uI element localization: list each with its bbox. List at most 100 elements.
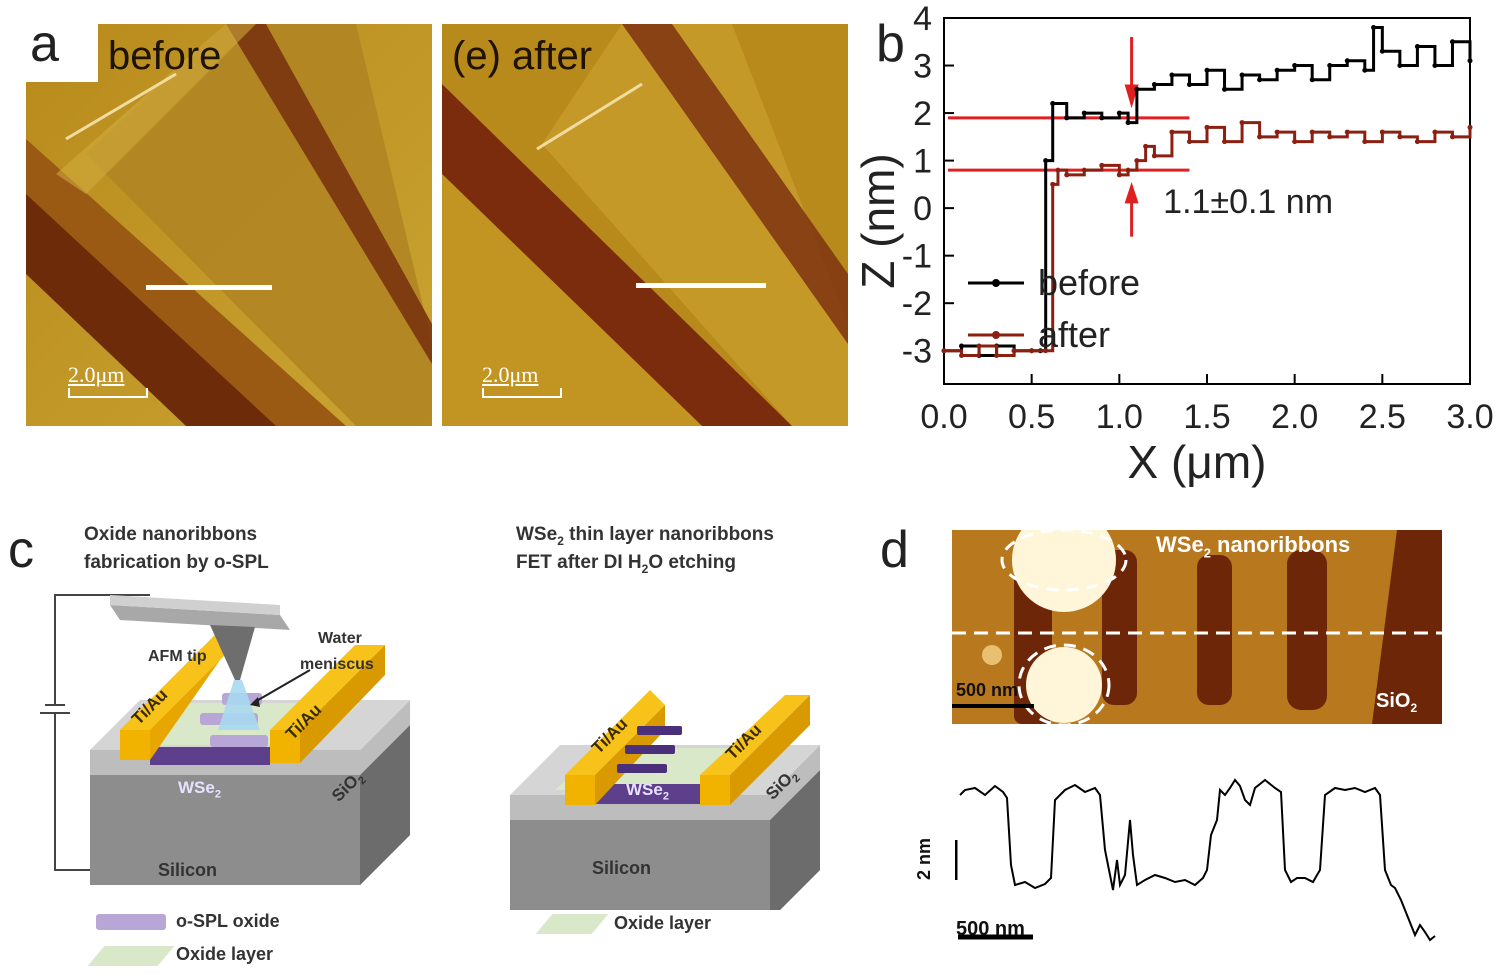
- y-tick-label: -1: [902, 238, 932, 276]
- series-point-before: [1050, 101, 1056, 107]
- series-point-before: [1134, 86, 1140, 92]
- series-point-before: [1064, 115, 1070, 121]
- panel-label-d: d: [880, 521, 909, 579]
- series-point-before: [1414, 44, 1420, 50]
- series-point-after: [941, 348, 947, 354]
- legend-marker-after: [992, 331, 1000, 339]
- profile-line-after: [636, 283, 766, 288]
- nanoribbons-title: WSe2 nanoribbons: [1156, 532, 1350, 560]
- series-point-after: [1169, 129, 1175, 135]
- afm-before-title: before: [108, 34, 222, 78]
- right-title-line2: FET after DI H2O etching: [516, 552, 736, 576]
- legend-ospl-swatch: [96, 914, 166, 930]
- right-title2-sub: 2: [641, 561, 649, 576]
- series-point-before: [1467, 58, 1473, 64]
- x-tick-label: 2.5: [1359, 398, 1406, 436]
- series-point-after: [1414, 139, 1420, 145]
- y-tick-label: 3: [913, 48, 932, 86]
- series-point-after: [1011, 348, 1017, 354]
- series-point-before: [1257, 77, 1263, 83]
- profile-hscale-label: 500 nm: [956, 918, 1025, 940]
- series-point-before: [1204, 67, 1210, 73]
- series-point-after: [1222, 139, 1228, 145]
- series-point-after: [1362, 139, 1368, 145]
- arrow-up-head: [1124, 181, 1139, 204]
- legend-oxide-label-right: Oxide layer: [614, 913, 712, 933]
- series-point-before: [1397, 63, 1403, 69]
- series-point-after: [1379, 129, 1385, 135]
- series-point-before: [1151, 82, 1157, 88]
- silicon-label-left: Silicon: [158, 860, 218, 880]
- legend-oxide-swatch: [87, 946, 175, 966]
- series-point-before: [1362, 67, 1368, 73]
- series-point-before: [1379, 48, 1385, 54]
- meniscus-label: meniscus: [300, 656, 374, 673]
- series-point-after: [1449, 134, 1455, 140]
- series-point-before: [1292, 63, 1298, 69]
- afm-d-sio2-sub: 2: [1410, 701, 1418, 715]
- x-tick-label: 2.0: [1271, 398, 1318, 436]
- wse2-label-left: WSe2: [178, 778, 221, 800]
- series-point-after: [1029, 348, 1035, 354]
- series-point-after: [1239, 120, 1245, 126]
- series-point-before: [1371, 25, 1377, 31]
- legend-oxide-label: Oxide layer: [176, 944, 274, 964]
- series-point-before: [1099, 115, 1105, 121]
- series-point-after: [1151, 153, 1157, 159]
- wse2-left-sub: 2: [214, 788, 221, 801]
- series-point-after: [1327, 134, 1333, 140]
- height-profile-chart: 0.0 0.5 1.0 1.5 2.0 2.5 3.0 -3 -2 -1 0 1 2 3 4 X (μm) Z …: [860, 0, 1494, 488]
- right-title2-pre: FET after DI H: [516, 552, 642, 573]
- right-title-rest: thin layer nanoribbons: [563, 524, 774, 545]
- legend-label-before: before: [1038, 262, 1140, 303]
- y-axis-label: Z (nm): [860, 153, 904, 288]
- series-point-after: [1397, 134, 1403, 140]
- x-tick-label: 1.0: [1096, 398, 1143, 436]
- x-tick-label: 1.5: [1183, 398, 1230, 436]
- series-point-after: [1099, 162, 1105, 168]
- afm-after-title: (e) after: [452, 34, 593, 78]
- wse2-right-sub: 2: [662, 790, 669, 803]
- series-point-before: [1344, 58, 1350, 64]
- series-point-after: [1116, 172, 1122, 178]
- etched-device-schematic: [510, 690, 820, 910]
- y-tick-label: 1: [913, 143, 932, 181]
- series-point-after: [976, 343, 982, 349]
- series-point-before: [1116, 110, 1122, 116]
- panel-label-c: c: [8, 521, 34, 579]
- series-point-before: [1449, 39, 1455, 45]
- series-line-after: [944, 121, 1472, 357]
- profile-line-before: [146, 285, 272, 290]
- series-point-after: [1125, 167, 1131, 173]
- wse2-right-text: WSe: [626, 780, 663, 799]
- series-point-after: [1050, 181, 1056, 187]
- series-point-after: [1344, 129, 1350, 135]
- step-height-annotation: 1.1±0.1 nm: [1163, 183, 1333, 221]
- afm-d-sio2-label: SiO2: [1376, 690, 1417, 715]
- series-point-after: [1309, 129, 1315, 135]
- series-point-after: [1274, 129, 1280, 135]
- scale-bar-after: [482, 388, 562, 398]
- scale-bar-label-before: 2.0μm: [68, 362, 125, 387]
- afm-d-sio2-text: SiO: [1376, 690, 1411, 712]
- legend-ospl-label: o-SPL oxide: [176, 911, 280, 931]
- series-point-after: [994, 352, 1000, 358]
- series-point-after: [1081, 167, 1087, 173]
- panel-label-b: b: [876, 15, 905, 73]
- y-tick-label: 2: [913, 95, 932, 133]
- x-tick-label: 0.0: [920, 398, 967, 436]
- nanoribbon-height-profile: [955, 778, 1436, 942]
- series-point-after: [959, 352, 965, 358]
- right-title-line1: WSe2 thin layer nanoribbons: [516, 524, 774, 548]
- series-point-before: [1186, 82, 1192, 88]
- nanoribbons-title-sub: 2: [1203, 545, 1211, 561]
- series-point-after: [1043, 348, 1049, 354]
- series-point-after: [1134, 158, 1140, 164]
- nanoribbons-title-wse: WSe: [1156, 532, 1204, 557]
- series-point-before: [959, 343, 965, 349]
- legend-oxide-swatch-right: [535, 914, 609, 934]
- series-point-after: [1143, 143, 1149, 149]
- series-point-after: [1467, 124, 1473, 130]
- afm-image-nanoribbons: [952, 530, 1442, 724]
- series-point-after: [1257, 134, 1263, 140]
